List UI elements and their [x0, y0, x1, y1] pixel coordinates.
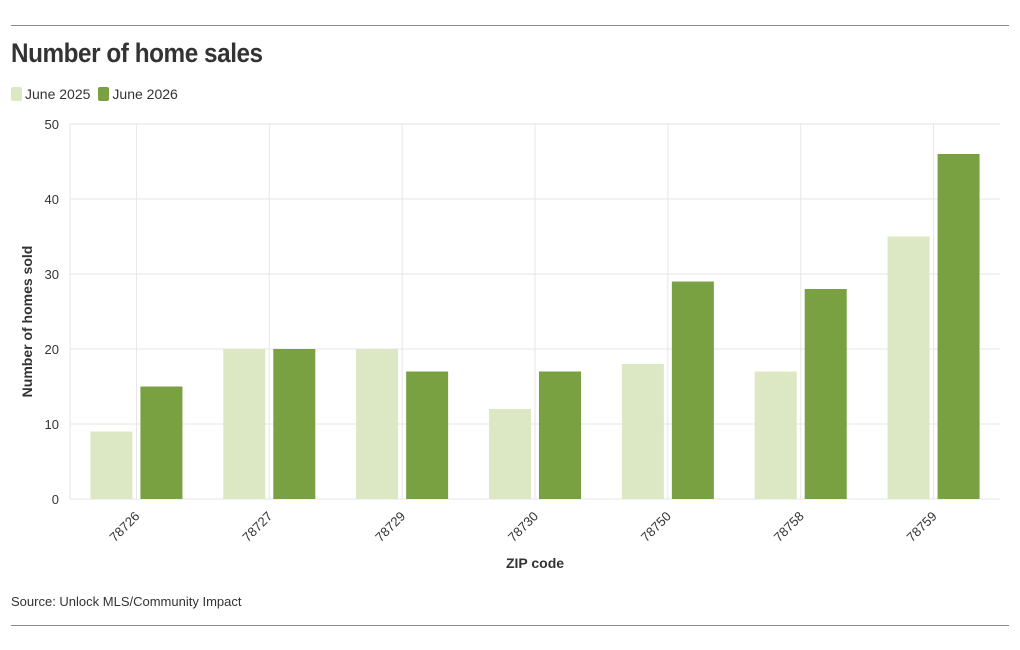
bar-series-1-78750	[621, 364, 664, 499]
y-tick-label: 0	[52, 492, 59, 507]
bottom-divider	[11, 625, 1009, 626]
chart-title: Number of home sales	[11, 38, 263, 68]
bar-series-2-78759	[937, 154, 980, 499]
bar-series-2-78758	[804, 289, 847, 499]
legend-label-series-2: June 2026	[112, 86, 178, 102]
bar-series-1-78729	[356, 349, 399, 499]
y-tick-label: 40	[45, 192, 59, 207]
bar-series-1-78758	[754, 371, 797, 499]
x-tick-label: 78759	[904, 509, 940, 545]
legend-item-series-1: June 2025	[11, 86, 90, 102]
bar-series-1-78730	[489, 409, 531, 499]
bar-series-2-78729	[406, 371, 449, 499]
x-tick-label: 78727	[239, 509, 275, 545]
x-tick-label: 78726	[106, 509, 142, 545]
y-tick-label: 20	[45, 342, 59, 357]
legend: June 2025 June 2026	[11, 86, 186, 102]
bar-series-1-78759	[887, 236, 930, 499]
x-tick-label: 78750	[638, 509, 674, 545]
x-tick-label: 78729	[372, 509, 408, 545]
y-tick-label: 30	[45, 267, 59, 282]
top-divider	[11, 25, 1009, 26]
legend-item-series-2: June 2026	[98, 86, 178, 102]
bar-series-1-78727	[223, 349, 266, 499]
x-tick-label: 78758	[771, 509, 807, 545]
y-axis-title: Number of homes sold	[19, 246, 35, 398]
x-axis-title: ZIP code	[506, 555, 564, 571]
bar-series-2-78727	[273, 349, 316, 499]
x-tick-label: 78730	[505, 509, 541, 545]
bar-series-2-78726	[140, 386, 183, 499]
bar-series-1-78726	[90, 431, 133, 499]
y-tick-label: 10	[45, 417, 59, 432]
legend-label-series-1: June 2025	[25, 86, 91, 102]
legend-swatch-series-1	[11, 87, 22, 101]
bar-series-2-78730	[539, 371, 581, 499]
legend-swatch-series-2	[98, 87, 110, 101]
bar-chart: 0 10 20 30 40 50 78726 78727 78729 78730 78750 7875…	[19, 117, 1000, 571]
y-tick-label: 50	[45, 117, 59, 132]
bar-series-2-78750	[671, 281, 714, 499]
source-note: Source: Unlock MLS/Community Impact	[11, 594, 242, 609]
